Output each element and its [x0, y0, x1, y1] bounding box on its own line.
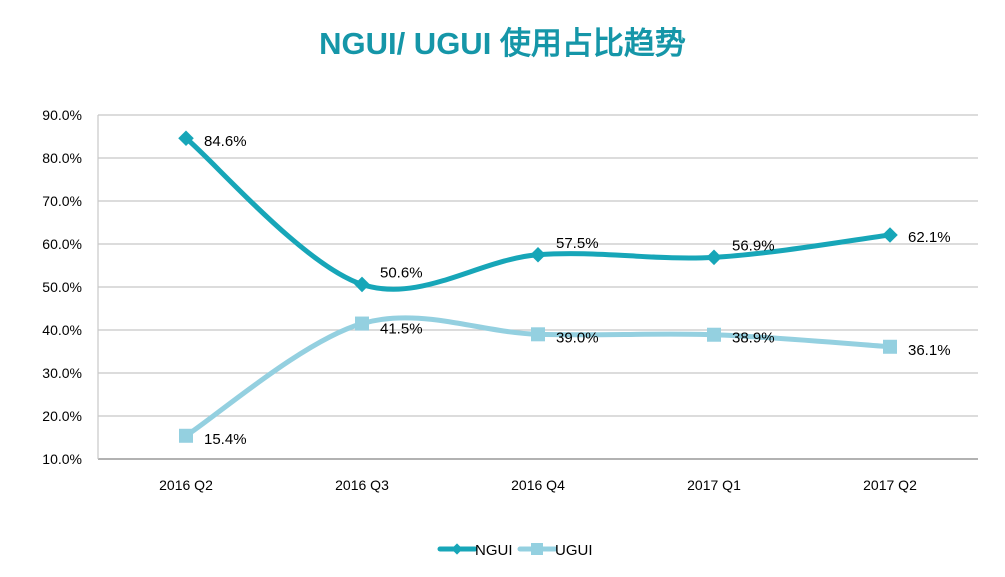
x-tick-label: 2016 Q3	[335, 477, 389, 493]
ugui-marker	[707, 327, 721, 342]
y-tick-label: 10.0%	[42, 451, 82, 467]
legend-label: NGUI	[475, 542, 513, 559]
ugui-marker	[883, 339, 897, 354]
data-label: 36.1%	[908, 342, 951, 359]
ugui-marker	[355, 316, 369, 331]
ugui-marker	[531, 327, 545, 342]
x-tick-label: 2016 Q4	[511, 477, 565, 493]
data-label: 41.5%	[380, 321, 423, 338]
y-tick-label: 40.0%	[42, 322, 82, 338]
chart-title: NGUI/ UGUI 使用占比趋势	[319, 26, 686, 61]
y-tick-label: 30.0%	[42, 365, 82, 381]
x-tick-label: 2016 Q2	[159, 477, 213, 493]
x-tick-label: 2017 Q2	[863, 477, 917, 493]
y-tick-label: 20.0%	[42, 408, 82, 424]
data-label: 38.9%	[732, 330, 775, 347]
data-label: 15.4%	[204, 431, 247, 448]
data-label: 62.1%	[908, 229, 951, 246]
ngui-line	[183, 135, 893, 292]
data-label: 57.5%	[556, 235, 599, 252]
y-tick-label: 50.0%	[42, 279, 82, 295]
y-tick-label: 70.0%	[42, 193, 82, 209]
ugui-marker	[179, 428, 193, 443]
data-label: 39.0%	[556, 329, 599, 346]
legend-label: UGUI	[555, 542, 593, 559]
data-label: 56.9%	[732, 237, 775, 254]
ngui-marker	[178, 130, 194, 146]
legend-marker	[531, 543, 543, 555]
ngui-marker	[882, 227, 898, 243]
y-tick-label: 60.0%	[42, 236, 82, 252]
x-tick-label: 2017 Q1	[687, 477, 741, 493]
ngui-marker	[354, 276, 370, 293]
y-tick-label: 80.0%	[42, 150, 82, 166]
ngui-marker	[706, 249, 722, 266]
data-label: 50.6%	[380, 264, 423, 281]
y-tick-label: 90.0%	[42, 107, 82, 123]
data-label: 84.6%	[204, 133, 247, 150]
legend-marker	[451, 543, 463, 555]
ngui-marker	[530, 246, 546, 263]
